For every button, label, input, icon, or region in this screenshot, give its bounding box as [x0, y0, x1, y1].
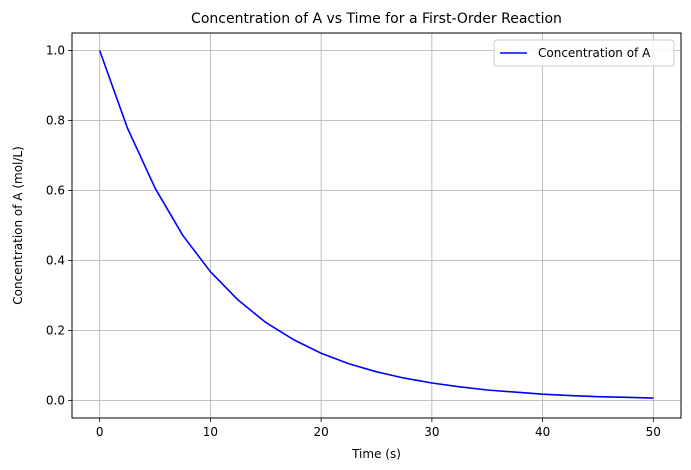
y-tick-label: 1.0: [46, 44, 65, 58]
x-axis-label: Time (s): [351, 447, 401, 461]
y-tick-label: 0.8: [46, 114, 65, 128]
legend-label: Concentration of A: [538, 46, 651, 60]
x-tick-label: 50: [646, 425, 661, 439]
y-tick-label: 0.4: [46, 254, 65, 268]
y-tick-label: 0.2: [46, 324, 65, 338]
legend-box: [493, 39, 675, 67]
x-tick-label: 20: [313, 425, 328, 439]
x-tick-label: 30: [424, 425, 439, 439]
x-tick-label: 10: [203, 425, 218, 439]
y-tick-label: 0.6: [46, 184, 65, 198]
plot-frame: [71, 32, 682, 419]
y-tick-label: 0.0: [46, 394, 65, 408]
x-tick-label: 40: [535, 425, 550, 439]
y-axis: 0.0 0.2 0.4 0.6 0.8 1.0: [46, 44, 72, 408]
legend: Concentration of A: [493, 39, 675, 67]
series-layer: [98, 50, 654, 399]
series-line: [98, 50, 654, 399]
x-axis: 0 10 20 30 40 50: [96, 418, 661, 439]
x-tick-label: 0: [96, 425, 104, 439]
y-axis-label: Concentration of A (mol/L): [11, 146, 25, 305]
chart-title: Concentration of A vs Time for a First-O…: [191, 11, 562, 27]
grid-lines: [72, 33, 681, 418]
